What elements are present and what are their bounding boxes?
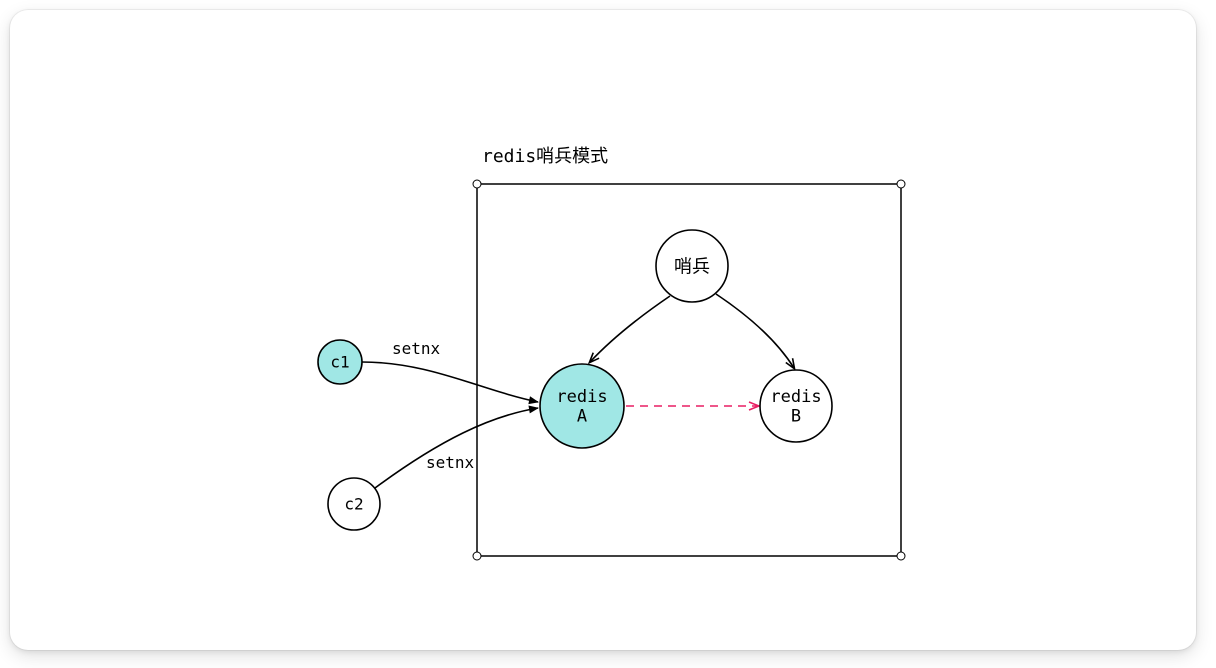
node-label-c2: c2 (344, 495, 363, 514)
node-label-redisA: A (577, 407, 587, 427)
edge-c1-to-A (362, 362, 538, 402)
node-label-redisB: redis (770, 387, 821, 407)
group-box-handle (473, 552, 481, 560)
edge-c2-to-A (375, 408, 538, 488)
diagram-title: redis哨兵模式 (482, 146, 608, 167)
node-label-sentinel: 哨兵 (674, 256, 710, 277)
node-label-redisA: redis (556, 387, 607, 407)
node-label-redisB: B (791, 407, 801, 427)
group-box-handle (897, 180, 905, 188)
group-box-handle (473, 180, 481, 188)
edge-sent-to-B (716, 294, 794, 368)
diagram-card: redis哨兵模式setnxsetnxc1c2哨兵redisAredisB (10, 10, 1196, 650)
edge-label-c1-to-A: setnx (392, 339, 441, 358)
edge-label-c2-to-A: setnx (426, 453, 475, 472)
diagram-svg: redis哨兵模式setnxsetnxc1c2哨兵redisAredisB (10, 10, 1196, 650)
edge-sent-to-A (590, 296, 670, 362)
group-box-handle (897, 552, 905, 560)
node-label-c1: c1 (330, 353, 349, 372)
